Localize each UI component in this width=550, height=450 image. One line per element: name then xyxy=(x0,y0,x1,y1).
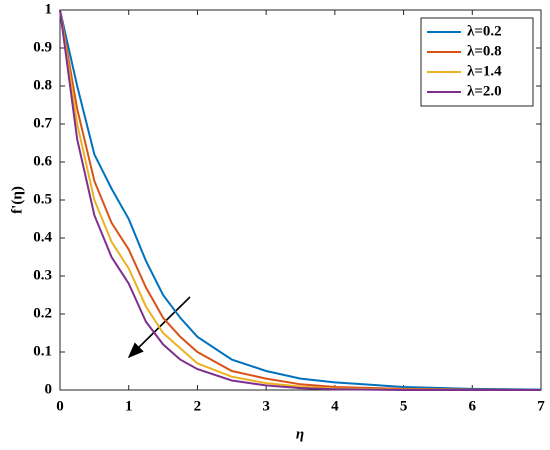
legend-label: λ=0.8 xyxy=(467,43,502,59)
x-tick-label: 0 xyxy=(56,398,64,414)
legend-label: λ=1.4 xyxy=(467,63,502,79)
legend-label: λ=0.2 xyxy=(467,23,502,39)
x-tick-label: 2 xyxy=(194,398,202,414)
x-tick-label: 1 xyxy=(125,398,133,414)
y-tick-label: 0.2 xyxy=(33,305,52,321)
x-axis-label: η xyxy=(296,426,304,442)
line-series xyxy=(59,9,541,391)
y-tick-label: 0.1 xyxy=(33,343,52,359)
y-tick-label: 0.8 xyxy=(33,77,52,93)
y-tick-label: 0 xyxy=(45,381,53,397)
x-tick-label: 3 xyxy=(262,398,270,414)
x-tick-label: 4 xyxy=(331,398,339,414)
y-tick-label: 0.7 xyxy=(33,115,52,131)
y-tick-label: 0.3 xyxy=(33,267,52,283)
y-tick-label: 1 xyxy=(45,1,53,17)
line-series xyxy=(59,9,542,391)
line-series xyxy=(59,9,542,391)
y-tick-label: 0.9 xyxy=(33,39,52,55)
y-tick-label: 0.6 xyxy=(33,153,52,169)
y-axis-label: f'(η) xyxy=(9,186,25,214)
x-tick-label: 7 xyxy=(537,398,545,414)
x-tick-label: 5 xyxy=(400,398,408,414)
legend-label: λ=2.0 xyxy=(467,83,502,99)
x-tick-label: 6 xyxy=(469,398,477,414)
y-tick-label: 0.5 xyxy=(33,191,52,207)
y-tick-label: 0.4 xyxy=(33,229,52,245)
